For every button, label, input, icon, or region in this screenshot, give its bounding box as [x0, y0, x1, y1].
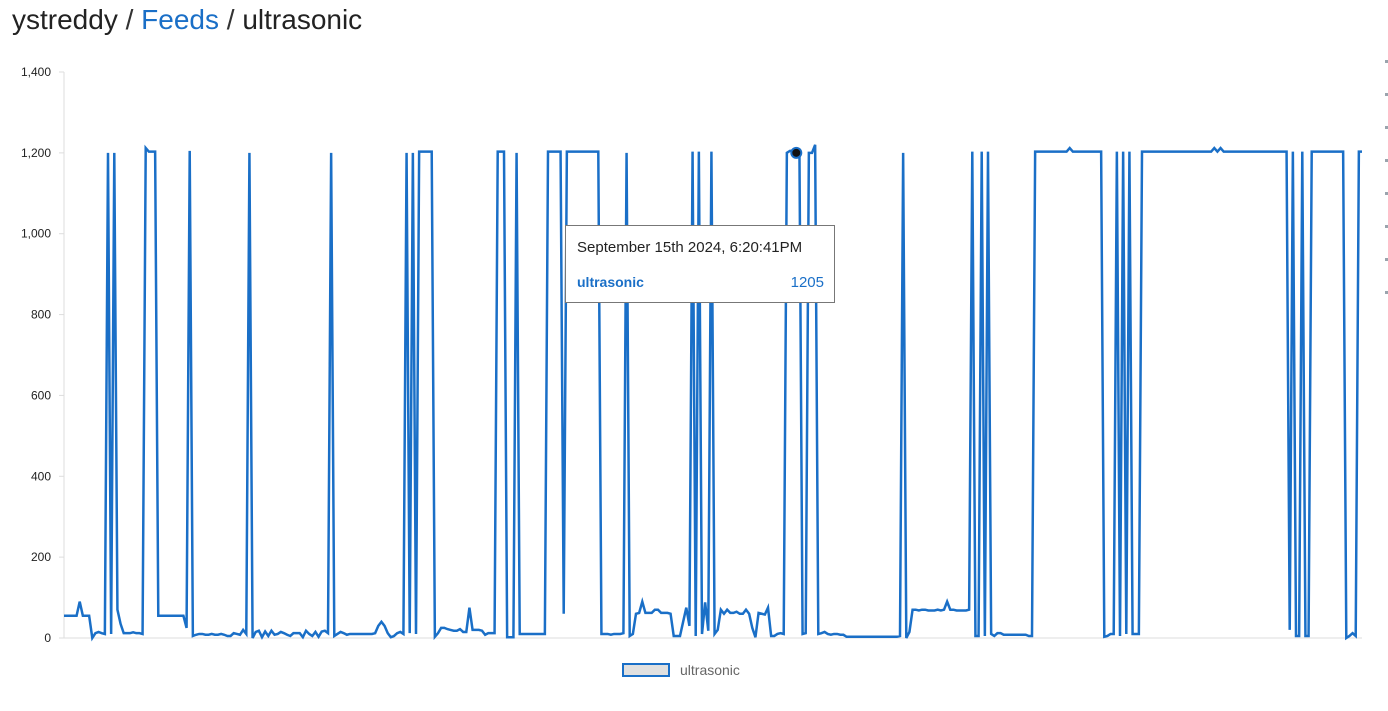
y-tick-label: 1,400	[21, 65, 51, 79]
breadcrumb-feed-name: ultrasonic	[242, 4, 363, 35]
y-tick-label: 400	[31, 469, 51, 483]
series-line-ultrasonic[interactable]	[64, 144, 1362, 642]
tooltip-series-name: ultrasonic	[577, 274, 644, 290]
legend-label[interactable]: ultrasonic	[680, 662, 740, 678]
y-tick-label: 800	[31, 308, 51, 322]
chart-tooltip: September 15th 2024, 6:20:41PM ultrasoni…	[565, 225, 835, 303]
breadcrumb: ystreddy / Feeds / ultrasonic	[12, 4, 362, 36]
breadcrumb-feeds-link[interactable]: Feeds	[141, 4, 219, 35]
y-tick-label: 0	[44, 631, 51, 645]
clipped-side-panel	[1385, 60, 1388, 330]
y-tick-label: 200	[31, 550, 51, 564]
chart-legend[interactable]: ultrasonic	[622, 660, 740, 680]
y-tick-label: 1,200	[21, 146, 51, 160]
y-tick-label: 1,000	[21, 227, 51, 241]
y-tick-label: 600	[31, 388, 51, 402]
hover-point[interactable]	[790, 146, 803, 159]
tooltip-date: September 15th 2024, 6:20:41PM	[577, 239, 803, 256]
y-axis: 0 200 400 600 800 1,000 1,200 1,400	[21, 65, 65, 645]
hover-point-group	[790, 146, 803, 159]
legend-swatch[interactable]	[622, 663, 670, 677]
series-ultrasonic[interactable]	[64, 144, 1362, 642]
breadcrumb-separator: /	[226, 4, 235, 35]
tooltip-value: 1205	[790, 274, 824, 291]
breadcrumb-user[interactable]: ystreddy	[12, 4, 118, 35]
breadcrumb-separator: /	[125, 4, 134, 35]
